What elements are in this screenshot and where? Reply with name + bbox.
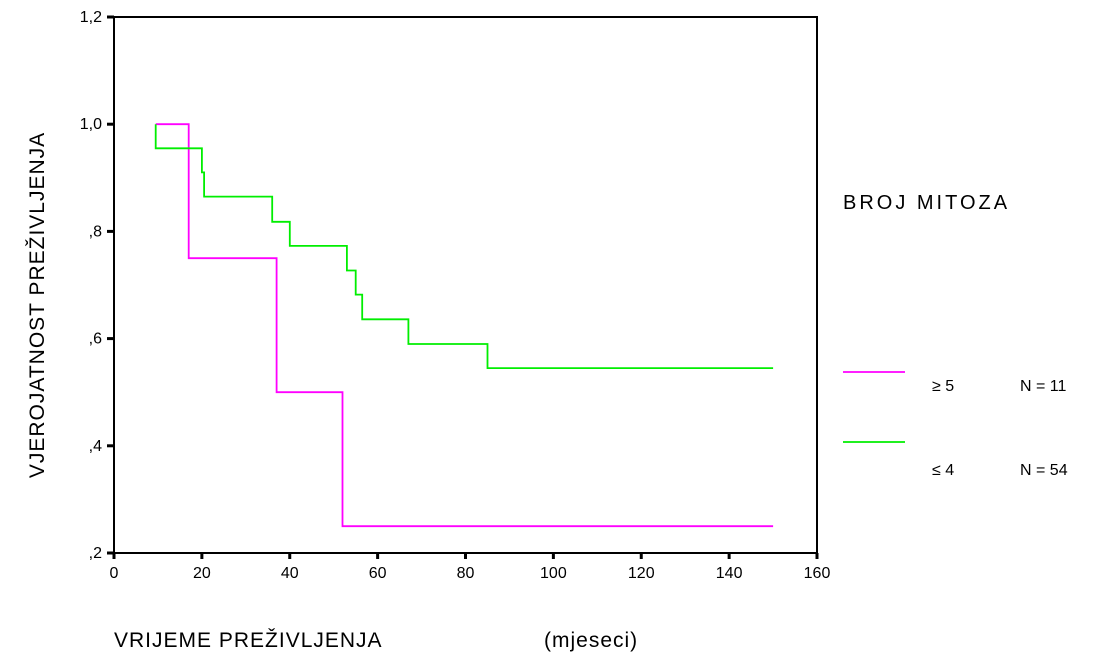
y-tick-label: ,8 (89, 223, 102, 240)
axis-ticks: ,2 ,4 ,6 ,8 1,0 1,2 0 20 40 60 80 100 120 140 160 (80, 9, 831, 582)
y-tick-label: ,4 (89, 438, 102, 455)
y-tick-label: ,2 (89, 545, 102, 562)
x-tick-label: 120 (628, 565, 655, 582)
x-tick-label: 80 (457, 565, 475, 582)
x-tick-label: 160 (804, 565, 831, 582)
y-tick-label: 1,2 (80, 9, 102, 26)
x-tick-label: 100 (540, 565, 567, 582)
survival-curve-series-0 (155, 123, 774, 528)
x-tick-label: 40 (281, 565, 299, 582)
y-axis-title: VJEROJATNOST PREŽIVLJENJA (26, 132, 49, 478)
x-tick-label: 20 (193, 565, 211, 582)
legend-label-mitoses-le4: ≤ 4 (932, 462, 954, 479)
legend-label-mitoses-ge5: ≥ 5 (932, 378, 954, 395)
x-axis-unit: (mjeseci) (544, 629, 638, 652)
plot-frame (113, 16, 818, 554)
legend-n-mitoses-le4: N = 54 (1020, 462, 1068, 479)
survival-curve-series-1 (154, 124, 774, 370)
x-axis-title: VRIJEME PREŽIVLJENJA (114, 629, 383, 652)
x-tick-label: 60 (369, 565, 387, 582)
y-tick-label: ,6 (89, 331, 102, 348)
series-group (154, 123, 774, 528)
x-tick-label: 0 (110, 565, 119, 582)
legend-n-mitoses-ge5: N = 11 (1020, 378, 1067, 395)
y-tick-label: 1,0 (80, 116, 102, 133)
legend-title: BROJ MITOZA (843, 192, 1010, 214)
x-tick-label: 140 (716, 565, 743, 582)
